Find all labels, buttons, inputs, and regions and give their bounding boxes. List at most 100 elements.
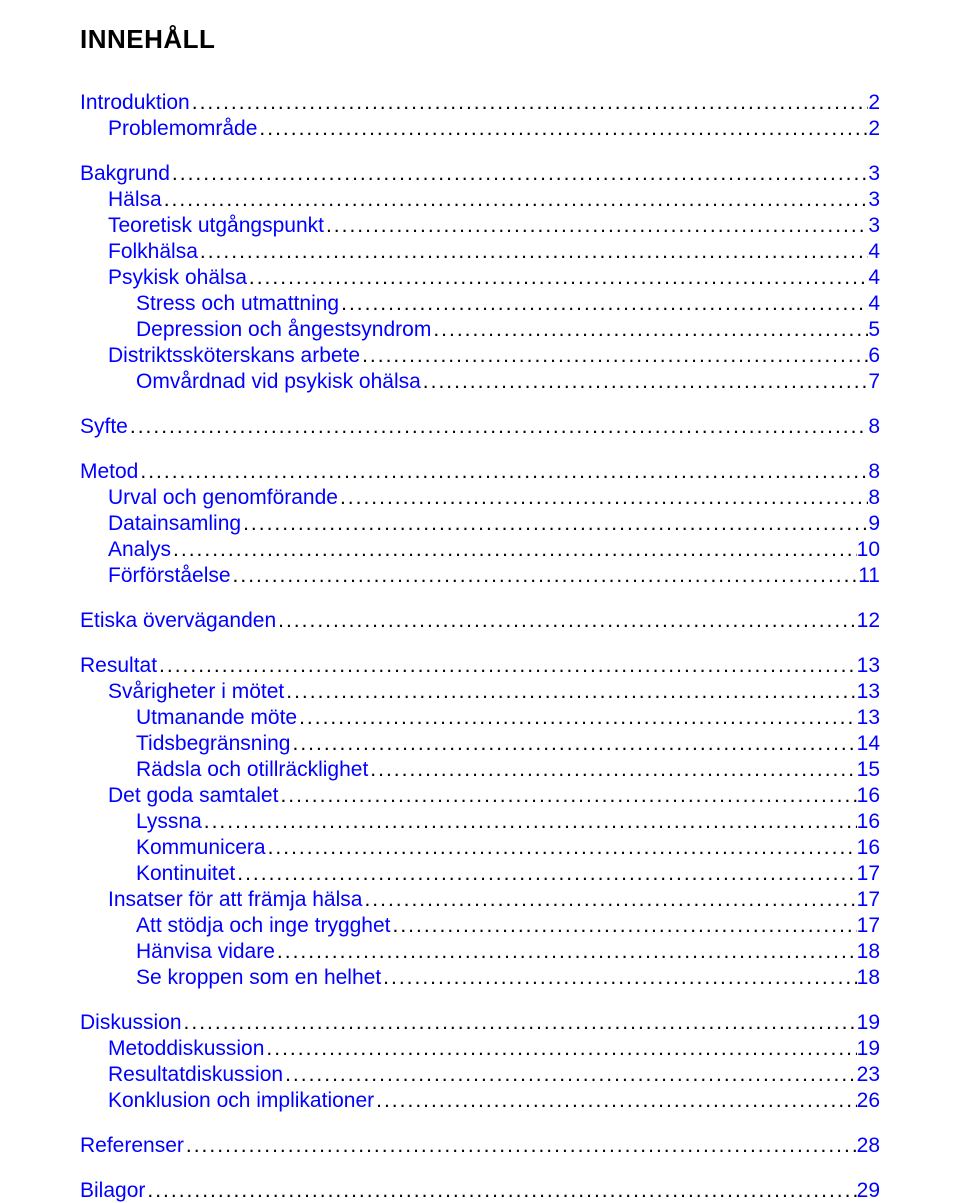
toc-entry-link[interactable]: Datainsamling xyxy=(108,512,241,535)
toc-page-link[interactable]: 17 xyxy=(857,914,880,937)
toc-page-link[interactable]: 8 xyxy=(868,486,880,509)
toc-page-link[interactable]: 17 xyxy=(857,862,880,885)
toc-page-link[interactable]: 16 xyxy=(857,784,880,807)
toc-entry-label[interactable]: Depression och ångestsyndrom xyxy=(136,318,431,342)
toc-entry-label[interactable]: Bakgrund xyxy=(80,162,170,186)
toc-entry-link[interactable]: Teoretisk utgångspunkt xyxy=(108,214,324,237)
toc-entry-link[interactable]: Depression och ångestsyndrom xyxy=(136,318,431,341)
toc-entry-label[interactable]: Metoddiskussion xyxy=(108,1037,264,1061)
toc-entry-page[interactable]: 3 xyxy=(868,162,880,186)
toc-entry-page[interactable]: 7 xyxy=(868,370,880,394)
toc-entry-label[interactable]: Psykisk ohälsa xyxy=(108,266,247,290)
toc-entry-page[interactable]: 23 xyxy=(857,1063,880,1087)
toc-entry-link[interactable]: Stress och utmattning xyxy=(136,292,339,315)
toc-entry-label[interactable]: Rädsla och otillräcklighet xyxy=(136,758,368,782)
toc-entry-link[interactable]: Diskussion xyxy=(80,1011,182,1034)
toc-page-link[interactable]: 13 xyxy=(857,680,880,703)
toc-entry-page[interactable]: 8 xyxy=(868,486,880,510)
toc-entry-page[interactable]: 17 xyxy=(857,914,880,938)
toc-page-link[interactable]: 18 xyxy=(857,966,880,989)
toc-entry-page[interactable]: 3 xyxy=(868,214,880,238)
toc-entry-label[interactable]: Kommunicera xyxy=(136,836,266,860)
toc-entry-link[interactable]: Bilagor xyxy=(80,1179,145,1202)
toc-entry-page[interactable]: 15 xyxy=(857,758,880,782)
toc-page-link[interactable]: 10 xyxy=(857,538,880,561)
toc-page-link[interactable]: 8 xyxy=(868,460,880,483)
toc-entry-label[interactable]: Teoretisk utgångspunkt xyxy=(108,214,324,238)
toc-entry-page[interactable]: 10 xyxy=(857,538,880,562)
toc-entry-label[interactable]: Diskussion xyxy=(80,1011,182,1035)
toc-entry-page[interactable]: 17 xyxy=(857,888,880,912)
toc-entry-page[interactable]: 6 xyxy=(868,344,880,368)
toc-entry-label[interactable]: Tidsbegränsning xyxy=(136,732,291,756)
toc-entry-label[interactable]: Bilagor xyxy=(80,1179,145,1203)
toc-entry-page[interactable]: 18 xyxy=(857,940,880,964)
toc-page-link[interactable]: 16 xyxy=(857,836,880,859)
toc-entry-link[interactable]: Tidsbegränsning xyxy=(136,732,291,755)
toc-entry-link[interactable]: Metod xyxy=(80,460,138,483)
toc-page-link[interactable]: 9 xyxy=(868,512,880,535)
toc-entry-label[interactable]: Resultat xyxy=(80,654,157,678)
toc-entry-link[interactable]: Kontinuitet xyxy=(136,862,235,885)
toc-page-link[interactable]: 5 xyxy=(868,318,880,341)
toc-entry-label[interactable]: Datainsamling xyxy=(108,512,241,536)
toc-page-link[interactable]: 16 xyxy=(857,810,880,833)
toc-entry-page[interactable]: 8 xyxy=(868,415,880,439)
toc-entry-page[interactable]: 13 xyxy=(857,706,880,730)
toc-entry-link[interactable]: Resultat xyxy=(80,654,157,677)
toc-entry-page[interactable]: 16 xyxy=(857,836,880,860)
toc-entry-link[interactable]: Etiska överväganden xyxy=(80,609,276,632)
toc-entry-link[interactable]: Hälsa xyxy=(108,188,162,211)
toc-entry-page[interactable]: 12 xyxy=(857,609,880,633)
toc-entry-link[interactable]: Problemområde xyxy=(108,117,257,140)
toc-page-link[interactable]: 13 xyxy=(857,654,880,677)
toc-entry-label[interactable]: Resultatdiskussion xyxy=(108,1063,283,1087)
toc-entry-link[interactable]: Omvårdnad vid psykisk ohälsa xyxy=(136,370,421,393)
toc-page-link[interactable]: 15 xyxy=(857,758,880,781)
toc-entry-link[interactable]: Svårigheter i mötet xyxy=(108,680,284,703)
toc-entry-link[interactable]: Syfte xyxy=(80,415,128,438)
toc-entry-page[interactable]: 16 xyxy=(857,810,880,834)
toc-page-link[interactable]: 13 xyxy=(857,706,880,729)
toc-page-link[interactable]: 19 xyxy=(857,1037,880,1060)
toc-entry-label[interactable]: Svårigheter i mötet xyxy=(108,680,284,704)
toc-entry-page[interactable]: 28 xyxy=(857,1134,880,1158)
toc-entry-link[interactable]: Förförståelse xyxy=(108,564,231,587)
toc-entry-label[interactable]: Det goda samtalet xyxy=(108,784,278,808)
toc-entry-link[interactable]: Referenser xyxy=(80,1134,184,1157)
toc-entry-label[interactable]: Förförståelse xyxy=(108,564,231,588)
toc-entry-page[interactable]: 2 xyxy=(868,91,880,115)
toc-page-link[interactable]: 23 xyxy=(857,1063,880,1086)
toc-page-link[interactable]: 4 xyxy=(868,266,880,289)
toc-entry-label[interactable]: Folkhälsa xyxy=(108,240,198,264)
toc-entry-link[interactable]: Insatser för att främja hälsa xyxy=(108,888,362,911)
toc-page-link[interactable]: 8 xyxy=(868,415,880,438)
toc-entry-page[interactable]: 8 xyxy=(868,460,880,484)
toc-entry-label[interactable]: Problemområde xyxy=(108,117,257,141)
toc-entry-page[interactable]: 14 xyxy=(857,732,880,756)
toc-page-link[interactable]: 2 xyxy=(868,117,880,140)
toc-page-link[interactable]: 18 xyxy=(857,940,880,963)
toc-entry-page[interactable]: 16 xyxy=(857,784,880,808)
toc-entry-link[interactable]: Konklusion och implikationer xyxy=(108,1089,374,1112)
toc-entry-page[interactable]: 2 xyxy=(868,117,880,141)
toc-page-link[interactable]: 4 xyxy=(868,240,880,263)
toc-entry-link[interactable]: Se kroppen som en helhet xyxy=(136,966,381,989)
toc-entry-label[interactable]: Urval och genomförande xyxy=(108,486,338,510)
toc-entry-link[interactable]: Metoddiskussion xyxy=(108,1037,264,1060)
toc-page-link[interactable]: 7 xyxy=(868,370,880,393)
toc-entry-link[interactable]: Utmanande möte xyxy=(136,706,297,729)
toc-entry-link[interactable]: Psykisk ohälsa xyxy=(108,266,247,289)
toc-entry-label[interactable]: Analys xyxy=(108,538,171,562)
toc-entry-link[interactable]: Det goda samtalet xyxy=(108,784,278,807)
toc-entry-page[interactable]: 5 xyxy=(868,318,880,342)
toc-entry-link[interactable]: Resultatdiskussion xyxy=(108,1063,283,1086)
toc-entry-label[interactable]: Konklusion och implikationer xyxy=(108,1089,374,1113)
toc-entry-label[interactable]: Distriktssköterskans arbete xyxy=(108,344,360,368)
toc-page-link[interactable]: 4 xyxy=(868,292,880,315)
toc-entry-page[interactable]: 17 xyxy=(857,862,880,886)
toc-entry-link[interactable]: Introduktion xyxy=(80,91,190,114)
toc-page-link[interactable]: 17 xyxy=(857,888,880,911)
toc-entry-page[interactable]: 3 xyxy=(868,188,880,212)
toc-entry-label[interactable]: Lyssna xyxy=(136,810,202,834)
